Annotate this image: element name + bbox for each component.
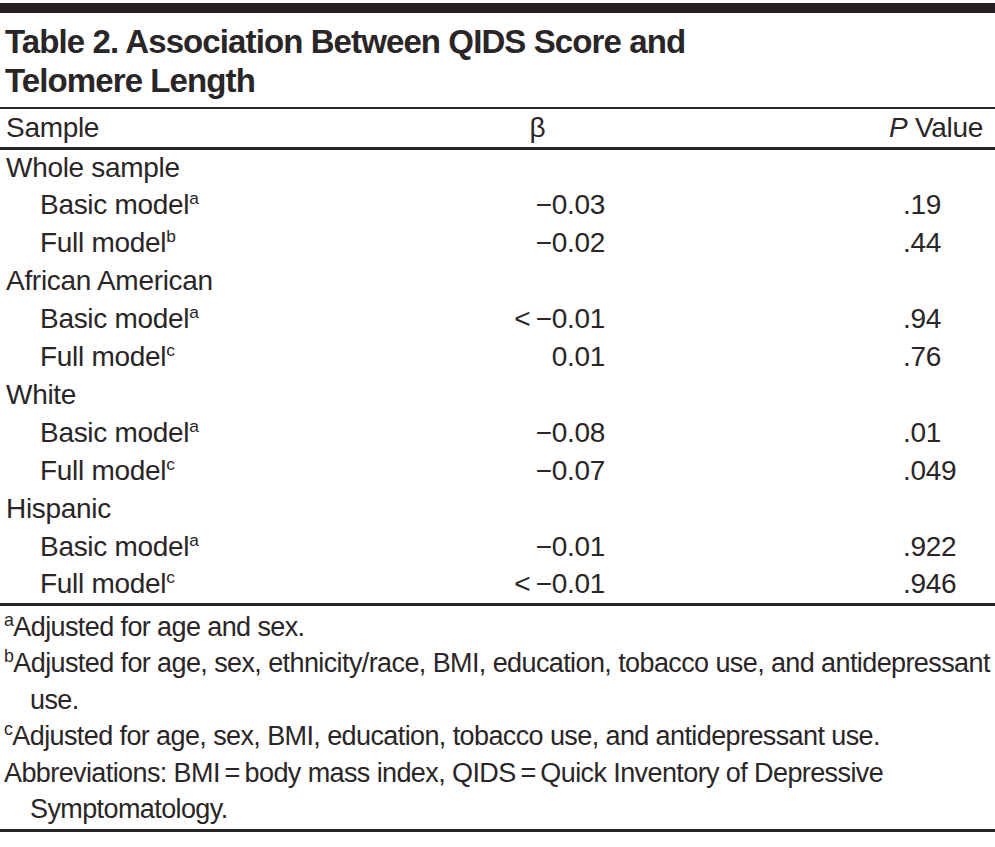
pvalue-cell: .049 [605,452,995,490]
footnote-text: Adjusted for age and sex. [13,612,304,642]
footnote-text: Adjusted for age, sex, ethnicity/race, B… [13,648,990,715]
pvalue-cell: .01 [605,414,995,452]
sample-cell: Basic modela [0,414,470,452]
table-row: White [0,376,995,414]
table-bottom-rule [0,829,995,832]
beta-cell [470,490,605,528]
sample-label: Basic model [40,531,189,562]
footnote-text: Abbreviations: BMI = body mass index, QI… [4,758,883,825]
table-row: Basic modela −0.01 .922 [0,528,995,566]
pvalue-cell [605,148,995,186]
table-row: Full modelc < −0.01 .946 [0,566,995,604]
footnote-marker: a [4,610,13,630]
beta-cell: 0.01 [470,338,605,376]
table-header-row: Sample β P Value [0,108,995,148]
sample-cell: African American [0,262,470,300]
footnote-line: aAdjusted for age and sex. [0,609,995,646]
footnote-marker: b [4,646,13,666]
sample-label: Full model [40,455,166,486]
sample-label: Basic model [40,189,189,220]
sample-cell: White [0,376,470,414]
model-footnote-marker: c [166,567,174,587]
table-row: Basic modela −0.03 .19 [0,186,995,224]
beta-cell [470,148,605,186]
sample-cell: Hispanic [0,490,470,528]
table-row: Basic modela < −0.01 .94 [0,300,995,338]
pvalue-cell: .922 [605,528,995,566]
pvalue-label-rest: Value [915,112,983,143]
sample-cell: Basic modela [0,300,470,338]
sample-label: Full model [40,341,166,372]
sample-label: Basic model [40,417,189,448]
table-row: Basic modela −0.08 .01 [0,414,995,452]
sample-label: Whole sample [6,152,180,183]
pvalue-cell: .19 [605,186,995,224]
beta-cell [470,262,605,300]
table-title-line1: Table 2. Association Between QIDS Score … [5,23,685,60]
sample-cell: Whole sample [0,148,470,186]
beta-cell: < −0.01 [470,300,605,338]
sample-label: African American [6,265,213,296]
model-footnote-marker: a [189,188,198,208]
sample-cell: Full modelc [0,566,470,604]
sample-cell: Full modelb [0,224,470,262]
sample-cell: Full modelc [0,338,470,376]
column-header-pvalue: P Value [605,108,995,148]
beta-cell: −0.01 [470,528,605,566]
sample-label: White [6,379,76,410]
model-footnote-marker: a [189,530,198,550]
pvalue-cell [605,376,995,414]
footnote-line: cAdjusted for age, sex, BMI, education, … [0,718,995,755]
model-footnote-marker: a [189,302,198,322]
column-header-sample: Sample [0,108,470,148]
footnote-line: bAdjusted for age, sex, ethnicity/race, … [0,645,995,718]
column-header-beta: β [470,108,605,148]
pvalue-cell: .44 [605,224,995,262]
table-top-rule [0,3,995,13]
pvalue-cell [605,490,995,528]
association-table: Sample β P Value Whole sample Basic mode… [0,107,995,606]
sample-label: Basic model [40,303,189,334]
sample-cell: Basic modela [0,528,470,566]
beta-cell: −0.02 [470,224,605,262]
beta-cell [470,376,605,414]
sample-cell: Basic modela [0,186,470,224]
table-row: Hispanic [0,490,995,528]
table-row: Full modelc −0.07 .049 [0,452,995,490]
model-footnote-marker: b [166,226,175,246]
footnote-line: Abbreviations: BMI = body mass index, QI… [0,755,995,828]
table-footnotes: aAdjusted for age and sex.bAdjusted for … [0,606,995,830]
table-title-line2: Telomere Length [5,62,255,99]
sample-label: Full model [40,227,166,258]
beta-cell: −0.08 [470,414,605,452]
table-title: Table 2. Association Between QIDS Score … [0,13,995,107]
pvalue-cell: .946 [605,566,995,604]
table-row: African American [0,262,995,300]
beta-cell: −0.03 [470,186,605,224]
table-row: Full modelc 0.01 .76 [0,338,995,376]
beta-cell: −0.07 [470,452,605,490]
model-footnote-marker: c [166,454,174,474]
model-footnote-marker: a [189,416,198,436]
pvalue-cell: .94 [605,300,995,338]
table-2-container: Table 2. Association Between QIDS Score … [0,3,995,832]
pvalue-cell: .76 [605,338,995,376]
sample-cell: Full modelc [0,452,470,490]
beta-cell: < −0.01 [470,566,605,604]
table-row: Whole sample [0,148,995,186]
model-footnote-marker: c [166,340,174,360]
sample-label: Full model [40,568,166,599]
sample-label: Hispanic [6,493,111,524]
pvalue-cell [605,262,995,300]
table-row: Full modelb −0.02 .44 [0,224,995,262]
footnote-text: Adjusted for age, sex, BMI, education, t… [12,721,880,751]
pvalue-italic-p: P [889,112,907,143]
